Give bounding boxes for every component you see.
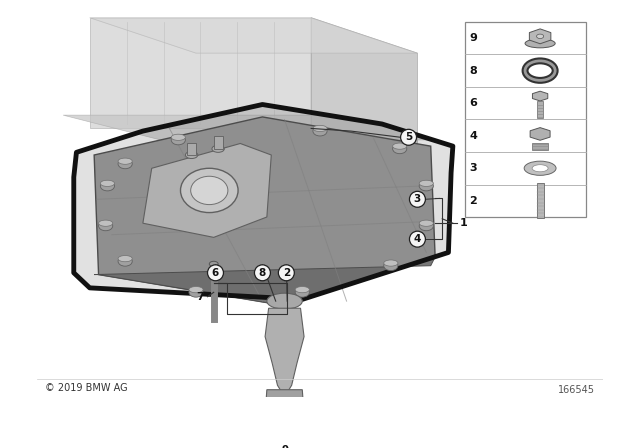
Polygon shape	[311, 18, 417, 146]
Ellipse shape	[180, 168, 238, 212]
Ellipse shape	[295, 287, 309, 293]
Text: 6: 6	[470, 98, 477, 108]
Ellipse shape	[392, 144, 407, 154]
Bar	[536, 183, 543, 219]
Text: © 2019 BMW AG: © 2019 BMW AG	[45, 383, 128, 393]
Ellipse shape	[313, 126, 327, 136]
Ellipse shape	[295, 288, 309, 297]
Circle shape	[410, 231, 426, 247]
Ellipse shape	[191, 176, 228, 205]
Text: 9: 9	[470, 33, 477, 43]
Bar	[214, 136, 223, 149]
Bar	[532, 143, 548, 150]
Polygon shape	[94, 117, 435, 306]
Ellipse shape	[536, 34, 543, 39]
Ellipse shape	[524, 161, 556, 175]
Bar	[465, 22, 586, 217]
Circle shape	[207, 265, 223, 281]
Text: 2: 2	[470, 196, 477, 206]
Ellipse shape	[172, 134, 186, 140]
Polygon shape	[532, 91, 548, 101]
Circle shape	[410, 191, 426, 207]
Ellipse shape	[172, 135, 186, 145]
Text: 3: 3	[470, 163, 477, 173]
Text: 2: 2	[283, 268, 290, 278]
Ellipse shape	[100, 180, 115, 186]
Polygon shape	[529, 29, 551, 44]
Ellipse shape	[313, 125, 327, 132]
Ellipse shape	[118, 159, 132, 169]
Ellipse shape	[186, 151, 198, 159]
Text: 9: 9	[281, 445, 288, 448]
Polygon shape	[90, 18, 417, 53]
Polygon shape	[74, 104, 453, 299]
Polygon shape	[143, 143, 271, 237]
Polygon shape	[90, 18, 311, 129]
Ellipse shape	[189, 287, 203, 293]
Text: 6: 6	[212, 268, 219, 278]
Ellipse shape	[384, 260, 398, 266]
Ellipse shape	[100, 181, 115, 191]
Ellipse shape	[212, 145, 225, 152]
Polygon shape	[265, 308, 304, 397]
Ellipse shape	[384, 261, 398, 271]
Circle shape	[276, 442, 292, 448]
Ellipse shape	[99, 221, 113, 231]
Text: 8: 8	[259, 268, 266, 278]
Text: 4: 4	[470, 131, 477, 141]
Polygon shape	[94, 257, 435, 306]
Ellipse shape	[267, 293, 302, 309]
Ellipse shape	[99, 220, 113, 226]
Text: 3: 3	[414, 194, 421, 204]
Polygon shape	[265, 390, 304, 423]
Circle shape	[278, 265, 294, 281]
Text: 1: 1	[460, 218, 468, 228]
Ellipse shape	[532, 165, 548, 172]
Ellipse shape	[118, 256, 132, 266]
Ellipse shape	[419, 220, 433, 226]
Bar	[537, 100, 543, 118]
Ellipse shape	[189, 288, 203, 297]
Text: 4: 4	[413, 234, 421, 244]
Text: 166545: 166545	[557, 385, 595, 395]
Circle shape	[255, 265, 271, 281]
Text: 8: 8	[470, 65, 477, 76]
Polygon shape	[63, 115, 435, 140]
Polygon shape	[271, 418, 298, 436]
Text: 7: 7	[196, 292, 204, 302]
Bar	[187, 142, 196, 155]
Text: 5: 5	[405, 132, 412, 142]
Circle shape	[401, 129, 417, 145]
Polygon shape	[530, 128, 550, 140]
Ellipse shape	[419, 180, 433, 186]
Ellipse shape	[419, 181, 433, 191]
Ellipse shape	[209, 261, 218, 267]
Ellipse shape	[118, 255, 132, 262]
Ellipse shape	[392, 143, 407, 149]
Ellipse shape	[118, 158, 132, 164]
Ellipse shape	[419, 221, 433, 231]
Ellipse shape	[525, 39, 555, 48]
